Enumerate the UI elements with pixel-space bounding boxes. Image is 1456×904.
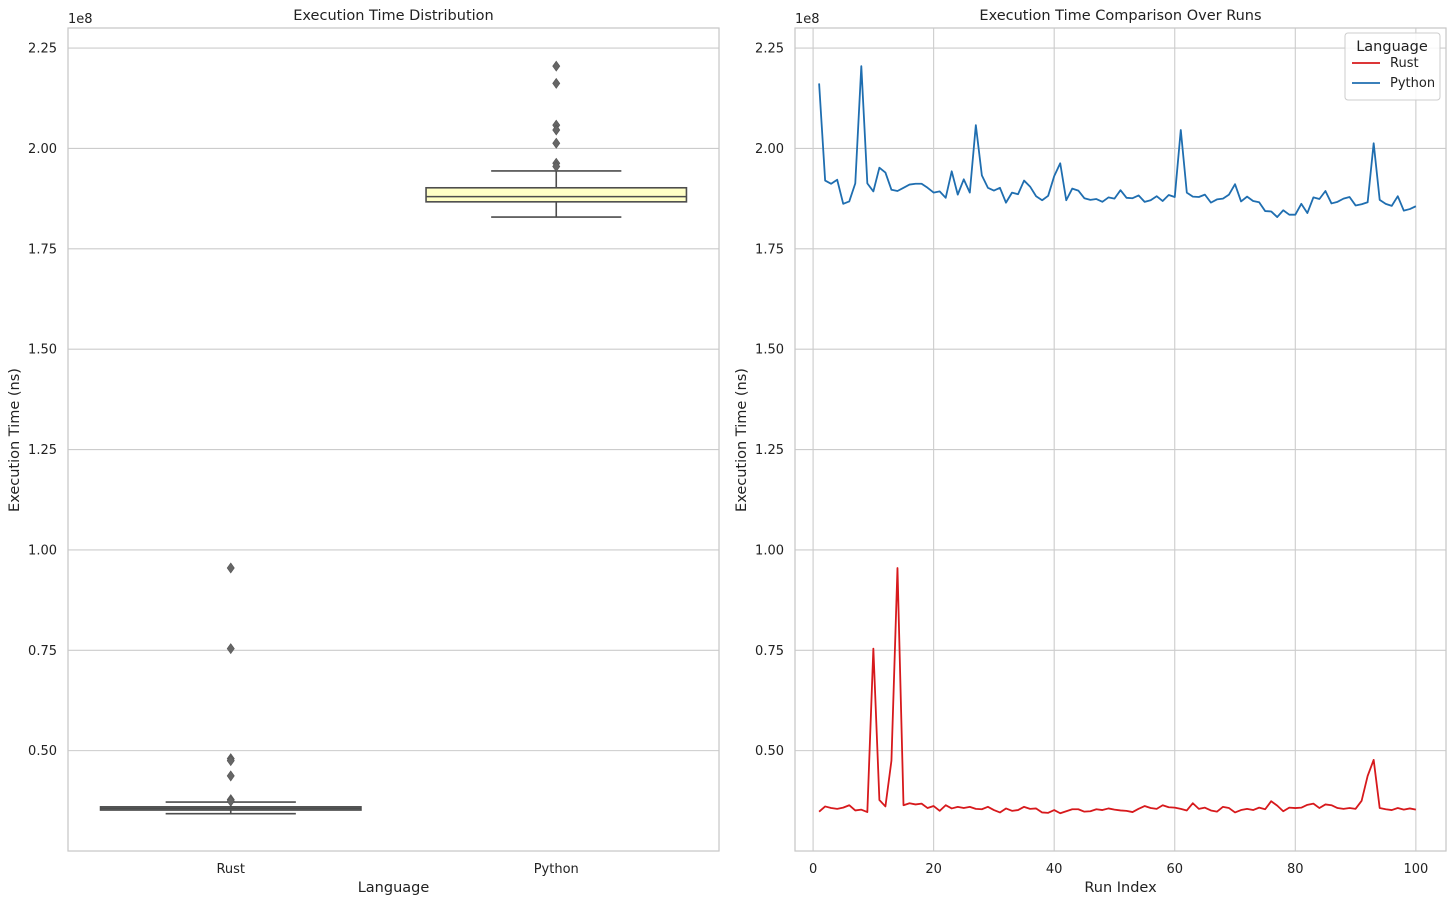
linechart-x-tick-label: 80 bbox=[1287, 862, 1304, 877]
box-outlier-point bbox=[226, 643, 235, 655]
boxplot-y-tick-label: 0.75 bbox=[28, 644, 57, 659]
linechart-x-tick-label: 20 bbox=[925, 862, 942, 877]
box-outlier-point bbox=[552, 124, 561, 136]
linechart-x-tick-label: 100 bbox=[1403, 862, 1428, 877]
boxplot-y-tick-label: 2.00 bbox=[28, 142, 57, 157]
boxplot-y-tick-label: 1.50 bbox=[28, 343, 57, 358]
boxplot-y-offset-label: 1e8 bbox=[68, 12, 93, 27]
linechart-y-tick-label: 0.75 bbox=[755, 644, 784, 659]
linechart-x-tick-label: 60 bbox=[1166, 862, 1183, 877]
box-outlier-point bbox=[552, 60, 561, 72]
legend-label-python: Python bbox=[1390, 76, 1435, 91]
linechart-y-axis-label: Execution Time (ns) bbox=[734, 368, 750, 512]
series-line-rust bbox=[818, 567, 1417, 815]
boxplot-marks bbox=[99, 60, 688, 815]
legend-label-rust: Rust bbox=[1390, 56, 1419, 71]
linechart-y-tick-label: 1.00 bbox=[755, 543, 784, 558]
linechart-x-axis-label: Run Index bbox=[1084, 880, 1157, 896]
box-outlier-point bbox=[226, 755, 235, 767]
box-outlier-point bbox=[552, 77, 561, 89]
linechart-y-tick-label: 1.75 bbox=[755, 242, 784, 257]
box-outlier-point bbox=[226, 795, 235, 807]
box-rust bbox=[99, 562, 362, 815]
boxplot-x-tick-labels: Rust Python bbox=[216, 862, 578, 877]
linechart-title: Execution Time Comparison Over Runs bbox=[979, 8, 1261, 24]
legend: Language Rust Python bbox=[1344, 32, 1441, 101]
linechart-y-offset-label: 1e8 bbox=[795, 12, 820, 27]
boxplot-y-tick-label: 2.25 bbox=[28, 42, 57, 57]
boxplot-y-tick-label: 0.50 bbox=[28, 744, 57, 759]
linechart-x-tick-label: 0 bbox=[809, 862, 817, 877]
boxplot-y-tick-label: 1.75 bbox=[28, 242, 57, 257]
series-line-python bbox=[818, 65, 1417, 218]
boxplot-plot-area bbox=[68, 28, 719, 851]
legend-title: Language bbox=[1356, 39, 1428, 55]
box-outlier-point bbox=[226, 770, 235, 782]
boxplot-gridlines bbox=[68, 47, 719, 752]
boxplot-panel: 0.50 0.75 1.00 1.25 1.50 1.75 2.00 2.25 Rust Pyt… bbox=[7, 8, 720, 896]
linechart-x-tick-labels: 0 20 40 60 80 100 bbox=[809, 862, 1428, 877]
linechart-y-tick-label: 2.25 bbox=[755, 42, 784, 57]
linechart-y-tick-label: 2.00 bbox=[755, 142, 784, 157]
linechart-y-tick-label: 0.50 bbox=[755, 744, 784, 759]
linechart-frame bbox=[794, 27, 1447, 852]
boxplot-x-tick-label: Python bbox=[534, 862, 579, 877]
linechart-panel: 0.50 0.75 1.00 1.25 1.50 1.75 2.00 2.25 0 20 40 60… bbox=[734, 8, 1447, 896]
linechart-y-tick-label: 1.25 bbox=[755, 443, 784, 458]
linechart-plot-area bbox=[795, 28, 1446, 851]
boxplot-y-tick-labels: 0.50 0.75 1.00 1.25 1.50 1.75 2.00 2.25 bbox=[28, 42, 57, 760]
box-outlier-point bbox=[552, 160, 561, 173]
legend-entries: Rust Python bbox=[1352, 56, 1435, 91]
boxplot-x-tick-label: Rust bbox=[216, 862, 245, 877]
linechart-gridlines bbox=[795, 28, 1446, 851]
boxplot-y-axis-label: Execution Time (ns) bbox=[7, 368, 23, 512]
boxplot-title: Execution Time Distribution bbox=[293, 8, 493, 24]
boxplot-y-tick-label: 1.00 bbox=[28, 543, 57, 558]
boxplot-frame bbox=[67, 27, 720, 852]
box-iqr bbox=[425, 186, 688, 203]
linechart-series bbox=[818, 65, 1417, 815]
linechart-y-tick-label: 1.50 bbox=[755, 343, 784, 358]
linechart-y-tick-labels: 0.50 0.75 1.00 1.25 1.50 1.75 2.00 2.25 bbox=[755, 42, 784, 760]
linechart-x-tick-label: 40 bbox=[1046, 862, 1063, 877]
boxplot-x-axis-label: Language bbox=[358, 880, 430, 896]
boxplot-y-tick-label: 1.25 bbox=[28, 443, 57, 458]
box-outlier-point bbox=[226, 562, 235, 574]
box-outlier-point bbox=[552, 137, 561, 149]
box-python bbox=[425, 60, 688, 218]
